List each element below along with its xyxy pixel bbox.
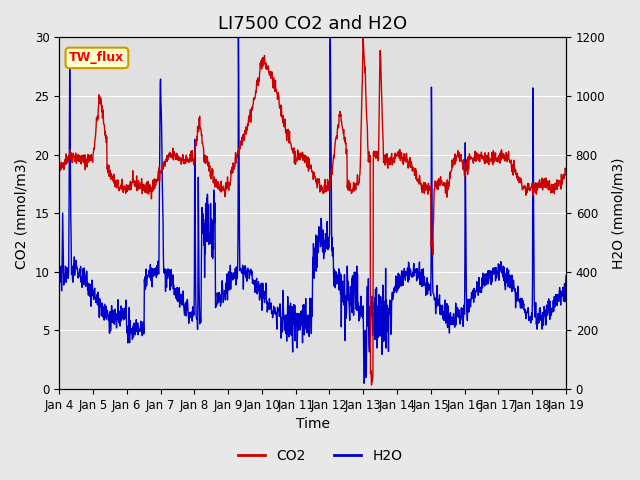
X-axis label: Time: Time <box>296 418 330 432</box>
Y-axis label: CO2 (mmol/m3): CO2 (mmol/m3) <box>15 158 29 269</box>
Legend: CO2, H2O: CO2, H2O <box>232 443 408 468</box>
Y-axis label: H2O (mmol/m3): H2O (mmol/m3) <box>611 157 625 269</box>
Title: LI7500 CO2 and H2O: LI7500 CO2 and H2O <box>218 15 407 33</box>
Text: TW_flux: TW_flux <box>69 51 125 64</box>
